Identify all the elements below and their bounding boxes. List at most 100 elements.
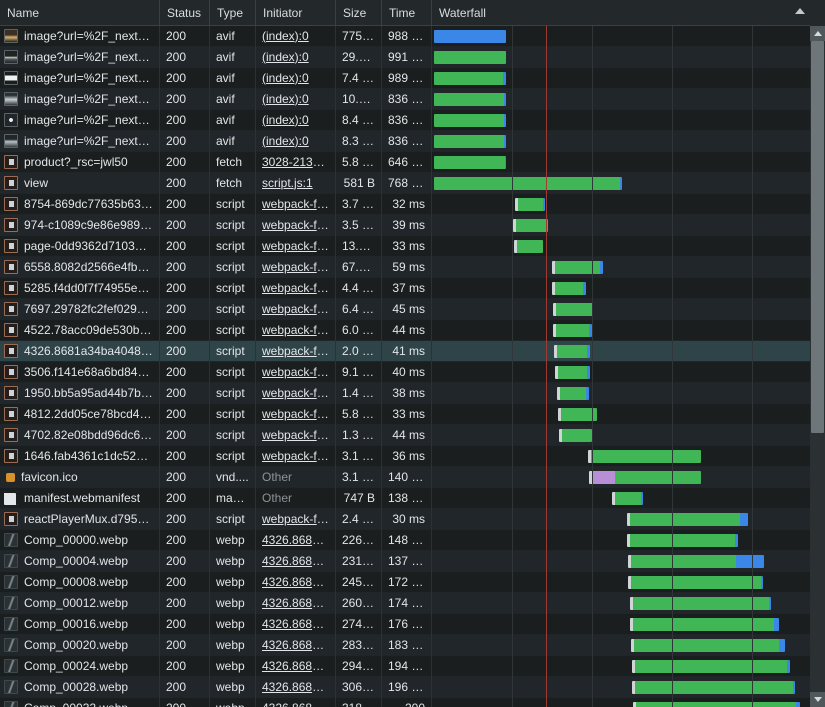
initiator-link[interactable]: (index):0	[262, 70, 309, 85]
table-row[interactable]: Comp_00000.webp 200 webp 4326.8681a34 226 kB…	[0, 529, 825, 551]
waterfall-bar[interactable]	[589, 470, 701, 484]
cell-name[interactable]: 4702.82e08bdd96dc6a...	[0, 424, 160, 446]
cell-initiator[interactable]: 4326.8681a34	[256, 592, 336, 614]
waterfall-bar[interactable]	[434, 92, 506, 106]
cell-initiator[interactable]: webpack-f28c	[256, 424, 336, 446]
cell-waterfall[interactable]	[432, 467, 825, 488]
cell-name[interactable]: 7697.29782fc2fef029cd...	[0, 298, 160, 320]
cell-initiator[interactable]: 4326.8681a34	[256, 613, 336, 635]
cell-name[interactable]: 8754-869dc77635b635...	[0, 193, 160, 215]
cell-waterfall[interactable]	[432, 509, 825, 530]
waterfall-bar[interactable]	[627, 512, 748, 526]
cell-name[interactable]: 4326.8681a34ba4048e...	[0, 340, 160, 362]
cell-name[interactable]: image?url=%2F_next%...	[0, 130, 160, 152]
cell-initiator[interactable]: 4326.8681a34	[256, 634, 336, 656]
waterfall-bar[interactable]	[434, 29, 506, 43]
cell-initiator[interactable]: 4326.8681a34	[256, 676, 336, 698]
cell-waterfall[interactable]	[432, 404, 825, 425]
column-header-name[interactable]: Name	[0, 0, 160, 25]
waterfall-bar[interactable]	[627, 533, 738, 547]
table-row[interactable]: 3506.f141e68a6bd847... 200 script webpack-f…	[0, 361, 825, 383]
waterfall-bar[interactable]	[552, 260, 603, 274]
cell-waterfall[interactable]	[432, 278, 825, 299]
cell-name[interactable]: Comp_00016.webp	[0, 613, 160, 635]
cell-name[interactable]: 1646.fab4361c1dc525c...	[0, 445, 160, 467]
column-header-type[interactable]: Type	[210, 0, 256, 25]
cell-waterfall[interactable]	[432, 677, 825, 698]
waterfall-bar[interactable]	[558, 407, 597, 421]
waterfall-bar[interactable]	[515, 197, 545, 211]
initiator-link[interactable]: webpack-f28c	[262, 217, 336, 232]
cell-name[interactable]: Comp_00020.webp	[0, 634, 160, 656]
cell-waterfall[interactable]	[432, 110, 825, 131]
cell-waterfall[interactable]	[432, 194, 825, 215]
initiator-link[interactable]: 4326.8681a34	[262, 616, 336, 631]
waterfall-bar[interactable]	[630, 617, 779, 631]
initiator-link[interactable]: webpack-f28c	[262, 364, 336, 379]
initiator-link[interactable]: 4326.8681a34	[262, 658, 336, 673]
cell-initiator[interactable]: webpack-f28c	[256, 445, 336, 467]
cell-waterfall[interactable]	[432, 131, 825, 152]
waterfall-bar[interactable]	[631, 638, 785, 652]
initiator-link[interactable]: (index):0	[262, 133, 309, 148]
initiator-link[interactable]: webpack-f28c	[262, 280, 336, 295]
table-row[interactable]: favicon.ico 200 vnd.... Other 3.1 kB 140 ms	[0, 466, 825, 488]
waterfall-bar[interactable]	[434, 50, 506, 64]
cell-waterfall[interactable]	[432, 215, 825, 236]
table-row[interactable]: 4702.82e08bdd96dc6a... 200 script webpack-f…	[0, 424, 825, 446]
scroll-up-arrow[interactable]	[810, 26, 825, 41]
waterfall-bar[interactable]	[553, 302, 593, 316]
cell-name[interactable]: view	[0, 172, 160, 194]
cell-name[interactable]: image?url=%2F_next%...	[0, 88, 160, 110]
initiator-link[interactable]: 4326.8681a34	[262, 637, 336, 652]
cell-waterfall[interactable]	[432, 236, 825, 257]
cell-initiator[interactable]: webpack-f28c	[256, 340, 336, 362]
cell-name[interactable]: 4812.2dd05ce78bcd4e...	[0, 403, 160, 425]
table-row[interactable]: image?url=%2F_next%... 200 avif (index):0 8.…	[0, 130, 825, 152]
cell-waterfall[interactable]	[432, 488, 825, 509]
cell-initiator[interactable]: (index):0	[256, 88, 336, 110]
table-row[interactable]: image?url=%2F_next%... 200 avif (index):0 8.…	[0, 109, 825, 131]
waterfall-bar[interactable]	[557, 386, 589, 400]
table-row[interactable]: 974-c1089c9e86e9891... 200 script webpack-f…	[0, 214, 825, 236]
cell-initiator[interactable]: webpack-f28c	[256, 193, 336, 215]
initiator-link[interactable]: 4326.8681a34	[262, 574, 336, 589]
cell-waterfall[interactable]	[432, 68, 825, 89]
cell-name[interactable]: 3506.f141e68a6bd847...	[0, 361, 160, 383]
table-row[interactable]: manifest.webmanifest 200 mani... Other 747 B…	[0, 487, 825, 509]
waterfall-bar[interactable]	[552, 281, 586, 295]
cell-name[interactable]: Comp_00012.webp	[0, 592, 160, 614]
cell-name[interactable]: 6558.8082d2566e4fb6...	[0, 256, 160, 278]
table-row[interactable]: 6558.8082d2566e4fb6... 200 script webpack-f…	[0, 256, 825, 278]
table-row[interactable]: Comp_00012.webp 200 webp 4326.8681a34 260 kB…	[0, 592, 825, 614]
cell-initiator[interactable]: webpack-f28c	[256, 214, 336, 236]
cell-name[interactable]: Comp_00024.webp	[0, 655, 160, 677]
waterfall-bar[interactable]	[434, 71, 506, 85]
cell-initiator[interactable]: (index):0	[256, 46, 336, 68]
table-row[interactable]: image?url=%2F_next%... 200 avif (index):0 29…	[0, 46, 825, 68]
cell-initiator[interactable]: webpack-f28c	[256, 277, 336, 299]
scrollbar-thumb[interactable]	[811, 41, 824, 433]
table-row[interactable]: image?url=%2F_next%... 200 avif (index):0 77…	[0, 26, 825, 47]
waterfall-bar[interactable]	[633, 701, 800, 707]
table-row[interactable]: 4522.78acc09de530b4... 200 script webpack-f…	[0, 319, 825, 341]
table-row[interactable]: 8754-869dc77635b635... 200 script webpack-f…	[0, 193, 825, 215]
cell-waterfall[interactable]	[432, 572, 825, 593]
cell-waterfall[interactable]	[432, 614, 825, 635]
table-row[interactable]: view 200 fetch script.js:1 581 B 768 ms	[0, 172, 825, 194]
initiator-link[interactable]: 4326.8681a34	[262, 701, 335, 707]
initiator-link[interactable]: 4326.8681a34	[262, 595, 336, 610]
vertical-scrollbar[interactable]	[810, 26, 825, 707]
waterfall-bar[interactable]	[628, 575, 763, 589]
table-row[interactable]: product?_rsc=jwl50 200 fetch 3028-2130901 5.…	[0, 151, 825, 173]
initiator-link[interactable]: (index):0	[262, 91, 309, 106]
initiator-link[interactable]: webpack-f28c	[262, 238, 336, 253]
cell-initiator[interactable]: (index):0	[256, 130, 336, 152]
cell-initiator[interactable]: 3028-2130901	[256, 151, 336, 173]
cell-waterfall[interactable]	[432, 257, 825, 278]
cell-waterfall[interactable]	[432, 173, 825, 194]
cell-waterfall[interactable]	[432, 656, 825, 677]
cell-waterfall[interactable]	[432, 341, 825, 362]
cell-name[interactable]: Comp_00032.webp	[0, 697, 160, 707]
